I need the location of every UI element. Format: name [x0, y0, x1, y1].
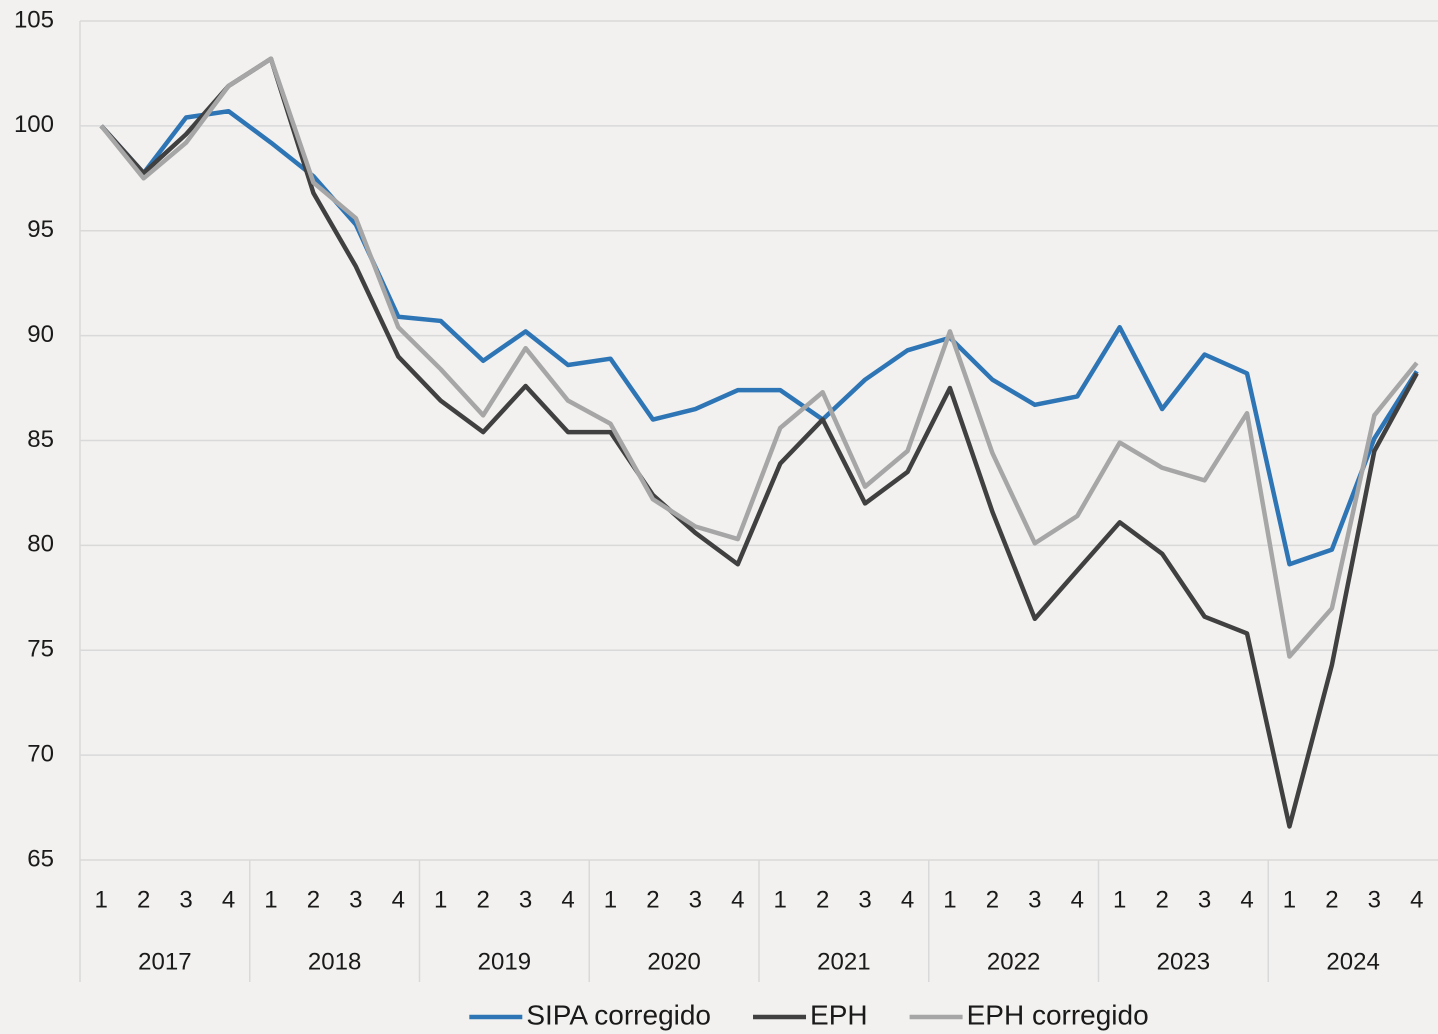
x-tick-label: 4	[561, 886, 574, 913]
legend-label: EPH corregido	[967, 999, 1149, 1030]
x-tick-label: 3	[349, 886, 362, 913]
x-group-label: 2020	[647, 948, 700, 975]
x-group-label: 2019	[478, 948, 531, 975]
x-tick-label: 3	[519, 886, 532, 913]
x-tick-label: 3	[1198, 886, 1211, 913]
x-tick-label: 2	[307, 886, 320, 913]
x-tick-label: 1	[1113, 886, 1126, 913]
x-group-label: 2023	[1157, 948, 1210, 975]
x-tick-label: 1	[264, 886, 277, 913]
x-tick-label: 1	[774, 886, 787, 913]
y-tick-label: 85	[27, 426, 54, 453]
x-group-label: 2024	[1326, 948, 1379, 975]
x-tick-label: 4	[222, 886, 235, 913]
x-tick-label: 4	[1240, 886, 1253, 913]
x-tick-label: 4	[901, 886, 914, 913]
x-group-label: 2021	[817, 948, 870, 975]
x-tick-label: 3	[858, 886, 871, 913]
x-group-label: 2022	[987, 948, 1040, 975]
series-line	[99, 56, 1419, 829]
x-tick-label: 2	[1155, 886, 1168, 913]
x-tick-label: 3	[689, 886, 702, 913]
x-tick-label: 3	[1028, 886, 1041, 913]
y-tick-label: 75	[27, 636, 54, 663]
x-tick-label: 4	[392, 886, 405, 913]
y-tick-label: 65	[27, 845, 54, 872]
x-tick-label: 1	[1283, 886, 1296, 913]
series-line	[99, 56, 1419, 659]
x-tick-label: 4	[1410, 886, 1423, 913]
y-tick-label: 90	[27, 321, 54, 348]
x-tick-label: 2	[646, 886, 659, 913]
x-tick-label: 1	[604, 886, 617, 913]
legend-label: SIPA corregido	[526, 999, 711, 1030]
x-tick-label: 4	[1071, 886, 1084, 913]
x-tick-label: 3	[1368, 886, 1381, 913]
x-group-label: 2018	[308, 948, 361, 975]
x-tick-label: 2	[986, 886, 999, 913]
y-tick-label: 95	[27, 216, 54, 243]
x-group-label: 2017	[138, 948, 191, 975]
x-tick-label: 2	[476, 886, 489, 913]
legend-label: EPH	[810, 999, 868, 1030]
x-tick-label: 2	[1325, 886, 1338, 913]
x-tick-label: 4	[731, 886, 744, 913]
y-tick-label: 105	[14, 6, 54, 33]
x-tick-label: 1	[95, 886, 108, 913]
series-line	[99, 108, 1419, 567]
y-tick-label: 100	[14, 111, 54, 138]
x-tick-label: 1	[434, 886, 447, 913]
x-tick-label: 2	[816, 886, 829, 913]
x-tick-label: 2	[137, 886, 150, 913]
y-tick-label: 70	[27, 740, 54, 767]
x-tick-label: 3	[179, 886, 192, 913]
y-tick-label: 80	[27, 531, 54, 558]
legend: SIPA corregido EPH EPH corregido	[469, 999, 1149, 1030]
x-tick-label: 1	[943, 886, 956, 913]
